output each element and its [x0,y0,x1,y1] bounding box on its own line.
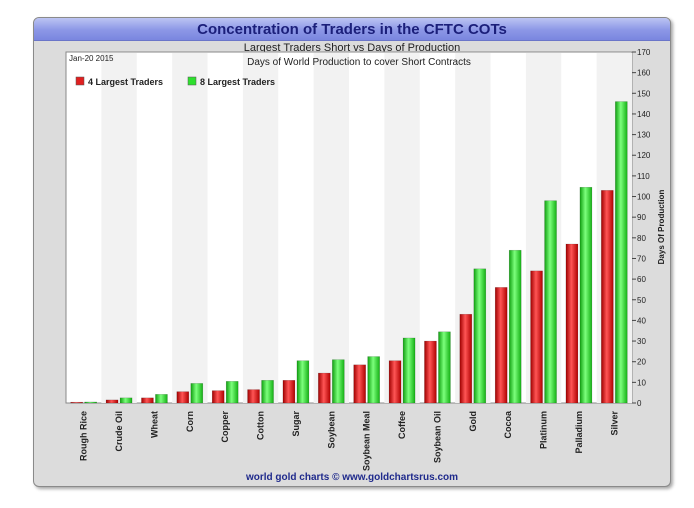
bar-4-largest [211,390,225,404]
x-tick-label: Silver [609,411,619,436]
y-tick-label: 70 [637,254,646,263]
bar-8-largest [261,380,274,404]
inner-title: Days of World Production to cover Short … [247,57,471,68]
bar-8-largest [402,337,416,404]
bar-4-largest [70,401,83,404]
y-tick-label: 160 [637,69,651,78]
bar-8-largest [367,356,380,404]
x-tick-label: Palladium [574,411,584,454]
y-tick-label: 40 [637,316,646,325]
bar-4-largest [424,340,437,404]
x-tick-label: Gold [468,411,478,432]
bar-8-largest [615,101,628,404]
bar-8-largest [473,268,487,404]
column-band [101,53,137,403]
y-tick-label: 20 [637,358,646,367]
bar-8-largest [544,200,557,404]
y-tick-label: 30 [637,337,646,346]
bar-4-largest [282,380,296,404]
bar-4-largest [353,364,366,404]
column-band [313,53,349,403]
y-tick-label: 60 [637,275,646,284]
x-tick-label: Soybean Oil [432,411,442,463]
bar-4-largest [530,270,543,404]
y-tick-label: 100 [637,193,651,202]
title-bar: Concentration of Traders in the CFTC COT… [34,18,670,41]
bar-8-largest [508,249,522,404]
bar-4-largest [494,287,508,404]
x-tick-label: Cocoa [503,410,513,439]
x-tick-label: Soybean [326,411,336,449]
bar-8-largest [296,360,310,404]
x-tick-label: Wheat [149,411,159,438]
x-tick-label: Soybean Meal [362,411,372,471]
legend-label: 4 Largest Traders [88,77,163,87]
bar-4-largest [141,397,154,404]
x-tick-label: Cotton [256,411,266,440]
bar-4-largest [388,360,402,404]
y-tick-label: 80 [637,234,646,243]
chart-date: Jan-20 2015 [69,54,114,63]
x-tick-label: Rough Rice [79,411,89,461]
chart-footer: world gold charts © www.goldchartsrus.co… [245,472,459,483]
bar-8-largest [84,401,97,404]
y-tick-label: 120 [637,151,651,160]
y-tick-label: 50 [637,296,646,305]
y-tick-label: 150 [637,89,651,98]
bar-4-largest [247,389,260,404]
bar-8-largest [579,186,593,404]
chart-title: Concentration of Traders in the CFTC COT… [197,21,507,38]
y-tick-label: 90 [637,213,646,222]
x-tick-label: Coffee [397,411,407,439]
bar-8-largest [225,381,239,404]
x-tick-label: Sugar [291,411,301,437]
bar-4-largest [318,372,331,404]
bar-4-largest [176,391,190,404]
x-tick-label: Corn [185,411,195,432]
y-tick-label: 140 [637,110,651,119]
y-tick-label: 130 [637,131,651,140]
bar-8-largest [190,383,204,404]
x-tick-label: Copper [220,411,230,443]
bar-4-largest [565,243,579,404]
bar-4-largest [105,399,119,404]
legend-swatch [75,76,85,86]
x-tick-label: Platinum [539,411,549,449]
column-band [172,53,208,403]
y-tick-label: 0 [637,399,642,408]
y-tick-label: 170 [637,48,651,57]
bar-8-largest [332,359,345,404]
chart-subtitle: Largest Traders Short vs Days of Product… [243,42,461,54]
bar-8-largest [119,397,133,404]
legend-swatch [187,76,197,86]
column-band [242,53,279,403]
y-tick-label: 110 [637,172,650,181]
bar-4-largest [459,313,473,404]
bar-8-largest [438,331,451,404]
bar-8-largest [155,394,168,404]
y-tick-label: 10 [637,378,646,387]
legend-label: 8 Largest Traders [200,77,275,87]
bar-4-largest [601,190,614,404]
y-axis-label: Days Of Production [657,190,666,265]
x-tick-label: Crude Oil [114,411,124,452]
